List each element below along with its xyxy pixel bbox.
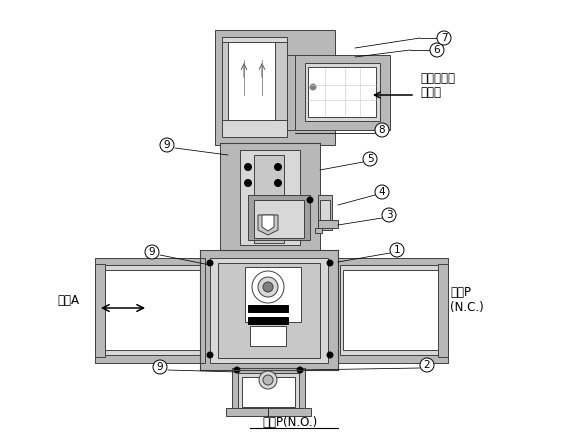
Bar [220,143,320,250]
Bar [254,200,304,238]
Circle shape [275,180,282,187]
Bar [95,258,205,363]
Bar [250,326,286,346]
Circle shape [145,245,159,259]
Text: パイロット: パイロット [420,72,455,84]
Text: 9: 9 [157,362,163,372]
Bar [228,42,281,120]
Text: 9: 9 [164,140,170,150]
Circle shape [307,197,313,203]
Bar [340,265,445,355]
Circle shape [244,163,251,170]
Bar [210,258,328,363]
Bar [232,368,305,410]
Circle shape [259,371,277,389]
Circle shape [234,367,240,373]
Text: 3: 3 [386,210,392,220]
Bar [295,55,390,130]
Text: 1: 1 [394,245,401,255]
Bar [242,377,295,407]
Bar [318,220,338,228]
Bar [248,305,288,312]
Circle shape [153,360,167,374]
Circle shape [363,152,377,166]
Polygon shape [287,55,295,130]
Circle shape [160,138,174,152]
Circle shape [310,84,316,90]
Text: 8: 8 [379,125,385,135]
Bar [315,228,322,233]
Bar [305,63,380,121]
Bar [95,264,105,357]
Circle shape [430,43,444,57]
Text: (N.C.): (N.C.) [450,302,484,315]
Bar [338,258,448,363]
Circle shape [390,243,404,257]
Circle shape [420,358,434,372]
Bar [275,42,287,120]
Bar [308,67,376,117]
Circle shape [263,375,273,385]
Text: ボート: ボート [420,87,441,100]
Circle shape [375,185,389,199]
Bar [240,150,300,245]
Bar [222,37,287,137]
Bar [254,155,284,243]
Circle shape [244,180,251,187]
Text: 7: 7 [441,33,447,43]
Text: ボーP(N.O.): ボーP(N.O.) [262,416,318,429]
Bar [105,270,200,350]
Circle shape [437,31,451,45]
Circle shape [207,260,213,266]
Bar [200,250,338,370]
Text: ボーA: ボーA [57,294,79,306]
Bar [343,270,443,350]
Bar [226,408,311,416]
Text: 2: 2 [424,360,430,370]
Circle shape [275,163,282,170]
Polygon shape [262,215,274,231]
Bar [222,42,228,120]
Text: 4: 4 [379,187,385,197]
Circle shape [327,352,333,358]
Circle shape [375,123,389,137]
Bar [215,30,335,145]
Bar [238,373,299,408]
Bar [318,195,332,230]
Circle shape [297,367,303,373]
Bar [248,195,310,240]
Circle shape [382,208,396,222]
Polygon shape [258,215,278,235]
Bar [100,265,200,355]
Circle shape [263,282,273,292]
Bar [218,263,320,358]
Text: ボーP: ボーP [450,287,471,299]
Circle shape [252,271,284,303]
Bar [245,267,301,322]
Text: 5: 5 [367,154,373,164]
Circle shape [327,260,333,266]
Circle shape [207,352,213,358]
Bar [438,264,448,357]
Circle shape [258,277,278,297]
Bar [320,200,330,228]
Text: 9: 9 [149,247,155,257]
Text: 6: 6 [434,45,440,55]
Bar [248,317,288,324]
